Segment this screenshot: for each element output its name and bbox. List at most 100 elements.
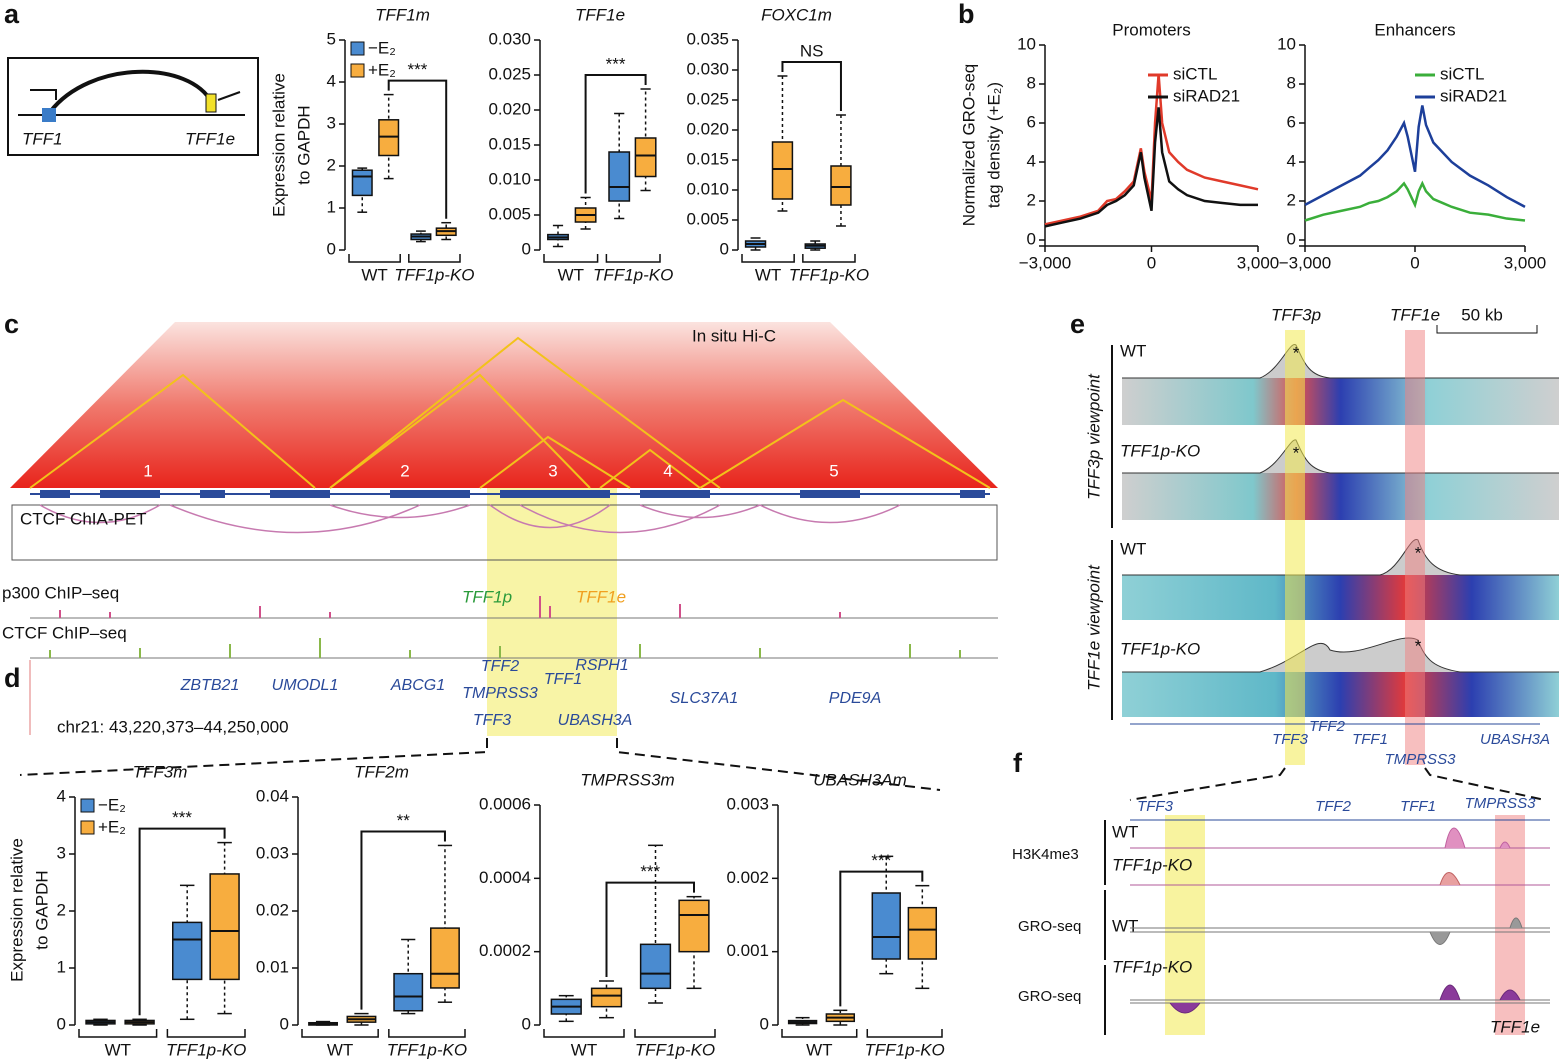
domain-label: 3 (548, 461, 557, 480)
legend-swatch (350, 41, 365, 56)
chart-title: TFF3m (133, 762, 188, 781)
y-axis-label: Expression relative (7, 838, 26, 982)
track-label: In situ Hi-C (692, 326, 776, 345)
legend-swatch (350, 63, 365, 78)
gene-label: TFF1 (22, 129, 63, 148)
box (378, 119, 400, 157)
y-axis-label: to GAPDH (32, 870, 51, 949)
y-tick-label: 0.01 (256, 957, 289, 976)
x-tick-label: WT (361, 265, 387, 284)
y-tick-label: 0 (57, 1014, 66, 1033)
panel-label: b (958, 0, 975, 29)
significance-label: *** (172, 808, 192, 827)
y-tick-label: 0.010 (686, 179, 729, 198)
y-tick-label: 0.010 (488, 169, 531, 188)
x-tick-label: −3,000 (1019, 253, 1071, 272)
y-tick-label: 2 (1027, 190, 1036, 209)
group-bracket (741, 254, 795, 263)
line (1304, 105, 1526, 208)
track-label: WT (1112, 822, 1138, 841)
y-tick-label: 0 (760, 1014, 769, 1033)
annotation: TFF1p (462, 587, 512, 606)
group-bracket (605, 254, 661, 263)
gene-label: TFF1e (185, 129, 235, 148)
chart-title: TFF1e (575, 5, 625, 24)
row-label: TFF1p-KO (1120, 639, 1200, 658)
x-tick-label: TFF1p-KO (789, 265, 869, 284)
y-axis-label: Normalized GRO-seq (959, 64, 978, 227)
y-tick-label: 0.035 (686, 29, 729, 48)
x-tick-label: TFF1p-KO (635, 1040, 715, 1059)
y-tick-label: 0.020 (488, 99, 531, 118)
gene-label: TFF1 (1352, 731, 1388, 748)
y-tick-label: 1 (327, 197, 336, 216)
box (590, 987, 623, 1008)
axis-line (1039, 45, 1258, 247)
gene-label: TMPRSS3 (1385, 751, 1457, 768)
gene-label: ZBTB21 (180, 677, 240, 694)
significance-label: *** (871, 851, 891, 870)
y-tick-label: 0.02 (256, 900, 289, 919)
track-label: WT (1112, 916, 1138, 935)
gene-label: RSPH1 (575, 657, 628, 674)
box (634, 137, 657, 178)
group-bracket (543, 1029, 625, 1038)
y-tick-label: 2 (1287, 190, 1296, 209)
legend-label: +E₂ (368, 60, 396, 79)
annotation: * (1415, 636, 1422, 655)
x-tick-label: WT (558, 265, 584, 284)
y-tick-label: 4 (1287, 151, 1296, 170)
significance-bracket (605, 881, 695, 977)
y-tick-label: 0 (720, 239, 729, 258)
viewpoint-label: TFF3p viewpoint (1084, 373, 1103, 500)
row-label: WT (1120, 539, 1146, 558)
legend-label: siRAD21 (1173, 86, 1240, 105)
x-tick-label: 0 (1410, 253, 1419, 272)
row-label: WT (1120, 341, 1146, 360)
y-tick-label: 3 (327, 113, 336, 132)
y-tick-label: 0.015 (686, 149, 729, 168)
schematic: TFF1 TFF1e (7, 57, 259, 156)
track-label: CTCF ChIA-PET (20, 509, 147, 528)
y-tick-label: 0.0004 (479, 868, 531, 887)
y-axis-label: tag density (+E₂) (984, 82, 1003, 208)
box (907, 906, 938, 960)
x-tick-label: TFF1p-KO (394, 265, 474, 284)
y-tick-label: 0.002 (726, 868, 769, 887)
domain-label: 4 (663, 461, 672, 480)
y-tick-label: 0.001 (726, 941, 769, 960)
y-tick-label: 0.025 (488, 64, 531, 83)
significance-label: *** (606, 54, 626, 73)
y-tick-label: 4 (1027, 151, 1036, 170)
y-tick-label: 0.0002 (479, 941, 531, 960)
track-label: TFF1p-KO (1112, 957, 1192, 976)
y-tick-label: 4 (57, 786, 66, 805)
annotation: TFF1e (1390, 305, 1440, 324)
box (430, 927, 460, 989)
gene-label: TFF3 (473, 712, 511, 729)
group-bracket (166, 1029, 246, 1038)
hic-panel: In situ Hi-C 1 2 3 4 5 CTCF ChIA-PET p30… (2, 322, 998, 791)
chart-title: UBASH3Am (813, 770, 907, 789)
y-tick-label: 2 (57, 900, 66, 919)
significance-label: *** (408, 60, 428, 79)
group-bracket (866, 1029, 943, 1038)
annotation: TFF1e (1490, 1017, 1540, 1036)
track-label: GRO-seq (1018, 918, 1081, 935)
gene-label: TMPRSS3 (462, 685, 538, 702)
x-tick-label: TFF1p-KO (387, 1040, 467, 1059)
significance-label: NS (800, 41, 824, 60)
chart-title: Promoters (1112, 20, 1190, 39)
gene-label: TFF1 (544, 671, 582, 688)
axis-line (1299, 45, 1525, 247)
x-tick-label: TFF1p-KO (166, 1040, 246, 1059)
significance-label: *** (640, 862, 660, 881)
y-tick-label: 0 (1027, 229, 1036, 248)
group-bracket (781, 1029, 858, 1038)
y-tick-label: 0 (280, 1014, 289, 1033)
box (608, 151, 631, 202)
y-tick-label: 6 (1287, 112, 1296, 131)
gene-label: TFF3 (1137, 798, 1173, 815)
y-tick-label: 5 (327, 29, 336, 48)
